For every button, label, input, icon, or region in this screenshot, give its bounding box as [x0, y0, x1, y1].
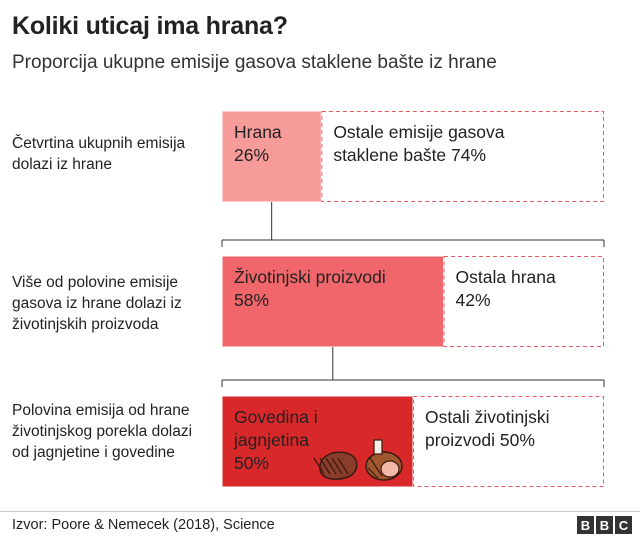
bar-segment — [443, 256, 604, 347]
segment-label: 58% — [234, 290, 269, 310]
row-1-description: Četvrtina ukupnih emisija dolazi iz hran… — [12, 135, 186, 173]
source-note: Izvor: Poore & Nemecek (2018), Science — [12, 517, 275, 533]
logo-letter: C — [615, 516, 632, 534]
row-2-description: Više od polovine emisije gasova iz hrane… — [12, 274, 182, 333]
segment-label: Hrana — [234, 122, 282, 142]
bbc-logo: B B C — [577, 516, 632, 534]
segment-label: Životinjski proizvodi — [234, 267, 386, 287]
segment-label: Govedina i — [234, 407, 318, 427]
segment-label: staklene bašte 74% — [333, 145, 486, 165]
chart-subtitle: Proporcija ukupne emisije gasova staklen… — [12, 52, 497, 73]
ham-icon — [365, 439, 403, 481]
steak-icon — [313, 451, 358, 480]
segment-label: Ostala hrana — [456, 267, 556, 287]
segment-label: 42% — [456, 290, 491, 310]
row-3-description: Polovina emisija od hrane životinjskog p… — [12, 402, 193, 461]
segment-label: 26% — [234, 145, 269, 165]
segment-label: Ostali životinjski — [425, 407, 549, 427]
segment-label: 50% — [234, 453, 269, 473]
segment-label: Ostale emisije gasova — [333, 122, 504, 142]
logo-letter: B — [596, 516, 613, 534]
chart-title: Koliki uticaj ima hrana? — [12, 12, 288, 40]
footer-divider — [0, 511, 640, 512]
bar-segment — [222, 111, 321, 202]
bar-segment — [413, 396, 604, 487]
bar-segment — [321, 111, 604, 202]
bar-segment — [222, 256, 444, 347]
segment-label: jagnjetina — [233, 430, 309, 450]
logo-letter: B — [577, 516, 594, 534]
segment-label: proizvodi 50% — [425, 430, 535, 450]
